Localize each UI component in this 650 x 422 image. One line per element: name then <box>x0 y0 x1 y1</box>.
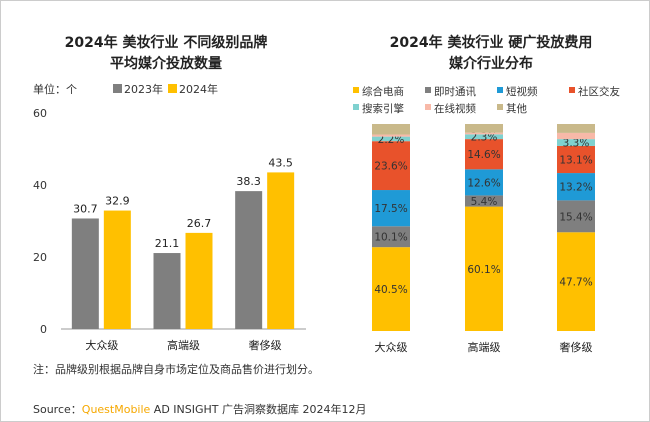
footnote: 注：品牌级别根据品牌自身市场定位及商品售价进行划分。 <box>33 363 319 376</box>
stack-segment <box>372 226 410 248</box>
stack-segment <box>465 206 503 331</box>
data-label: 30.7 <box>73 202 98 215</box>
segment-label: 5.4% <box>471 196 498 208</box>
stack-segment <box>372 136 410 142</box>
x-tick-label: 大众级 <box>85 338 118 352</box>
legend-swatch <box>353 87 359 93</box>
legend-label: 社区交友 <box>578 85 620 98</box>
stack-segment <box>372 134 410 137</box>
legend-swatch <box>425 87 431 93</box>
data-label: 26.7 <box>187 217 212 230</box>
segment-label: 47.7% <box>559 277 592 289</box>
x-tick-label: 大众级 <box>375 340 408 354</box>
segment-label: 12.6% <box>467 177 500 189</box>
data-label: 21.1 <box>155 237 180 250</box>
legend-swatch <box>168 84 177 93</box>
stack-segment <box>557 200 595 233</box>
legend-label: 综合电商 <box>362 85 404 98</box>
legend-swatch <box>497 104 503 110</box>
x-tick-label: 奢侈级 <box>249 338 282 352</box>
legend-label: 其他 <box>506 102 527 115</box>
legend-label: 短视频 <box>506 85 538 98</box>
stack-segment <box>557 139 595 146</box>
legend-label: 搜索引擎 <box>362 102 404 115</box>
stack-segment <box>465 139 503 170</box>
left-chart-title: 2024年 美妆行业 不同级别品牌 平均媒介投放数量 <box>64 35 268 72</box>
segment-label: 60.1% <box>467 264 500 276</box>
stack-segment <box>465 134 503 140</box>
y-tick-label: 40 <box>33 179 47 192</box>
segment-label: 17.5% <box>374 203 407 215</box>
source-brand: QuestMobile <box>81 403 151 416</box>
segment-label: 40.5% <box>374 284 407 296</box>
bar <box>153 253 181 329</box>
segment-label: 3.3% <box>563 138 590 150</box>
bar <box>103 210 131 329</box>
segment-label: 2.3% <box>471 132 498 144</box>
stack-segment <box>557 132 595 140</box>
source-prefix: Source： <box>33 403 82 416</box>
legend-swatch <box>425 104 431 110</box>
x-tick-label: 高端级 <box>167 338 200 352</box>
unit-label: 单位：个 <box>33 82 77 96</box>
stack-segment <box>372 141 410 191</box>
bar <box>185 232 213 329</box>
stack-segment <box>465 169 503 196</box>
source-line: Source：QuestMobile AD INSIGHT 广告洞察数据库 20… <box>33 401 367 417</box>
legend-swatch <box>497 87 503 93</box>
stack-segment <box>465 124 503 133</box>
stack-segment <box>465 195 503 207</box>
data-label: 43.5 <box>268 156 293 169</box>
stack-segment <box>372 124 410 135</box>
source-rest: AD INSIGHT 广告洞察数据库 2024年12月 <box>150 403 367 416</box>
segment-label: 23.6% <box>374 161 407 173</box>
legend-swatch <box>569 87 575 93</box>
bar <box>267 172 295 329</box>
legend-label: 即时通讯 <box>434 85 476 98</box>
segment-label: 15.4% <box>559 211 592 223</box>
legend-swatch <box>353 104 359 110</box>
data-label: 38.3 <box>236 175 261 188</box>
bar <box>235 191 263 329</box>
stack-segment <box>372 190 410 227</box>
legend-swatch <box>113 84 122 93</box>
segment-label: 13.1% <box>559 155 592 167</box>
y-tick-label: 60 <box>33 107 47 120</box>
data-label: 32.9 <box>105 195 130 208</box>
stack-segment <box>557 124 595 133</box>
segment-label: 13.2% <box>559 182 592 194</box>
stack-segment <box>465 132 503 135</box>
legend-label: 2023年 <box>124 82 163 96</box>
right-chart-title: 2024年 美妆行业 硬广投放费用 媒介行业分布 <box>389 35 593 72</box>
segment-label: 14.6% <box>467 149 500 161</box>
bar <box>71 218 99 329</box>
legend-label: 2024年 <box>179 82 218 96</box>
x-tick-label: 高端级 <box>468 340 501 354</box>
x-tick-label: 奢侈级 <box>560 340 593 354</box>
y-tick-label: 0 <box>40 323 47 336</box>
stack-segment <box>557 145 595 174</box>
segment-label: 2.2% <box>378 134 405 146</box>
legend-label: 在线视频 <box>434 102 476 115</box>
stack-segment <box>557 173 595 201</box>
y-tick-label: 20 <box>33 251 47 264</box>
stack-segment <box>557 232 595 331</box>
segment-label: 10.1% <box>374 232 407 244</box>
stack-segment <box>372 247 410 331</box>
